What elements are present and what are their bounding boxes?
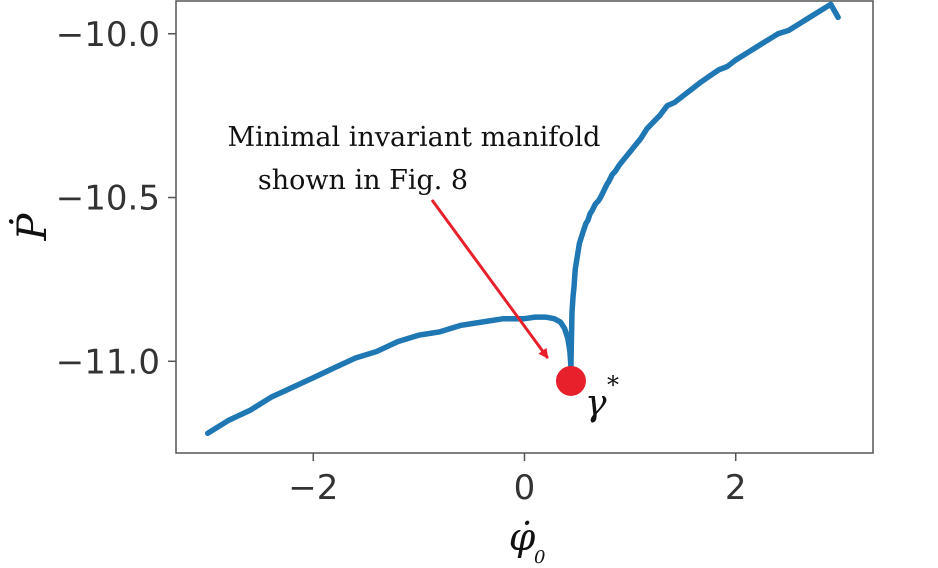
y-tick-label: −10.0 <box>56 15 160 55</box>
axis-labels: Ṗφ̇0 <box>9 212 545 568</box>
annotation-arrow <box>430 199 549 359</box>
y-axis-label: Ṗ <box>9 212 56 241</box>
gamma-star-superscript: * <box>607 371 619 399</box>
x-tick-label: 2 <box>725 468 747 508</box>
x-tick-label: 0 <box>514 468 536 508</box>
x-axis-label: φ̇ <box>509 515 536 559</box>
x-axis-ticks: −2 0 2 <box>288 453 747 508</box>
gamma-star-point <box>555 365 586 396</box>
series-line <box>204 1 841 437</box>
series-layer: γ * <box>204 1 841 437</box>
annotation-layer: Minimal invariant manifold shown in Fig. … <box>228 122 601 359</box>
gamma-star-label: γ <box>585 383 607 424</box>
y-tick-label: −10.5 <box>56 179 160 219</box>
y-axis-ticks: −10.0 −10.5 −11.0 <box>56 15 176 382</box>
annotation-line-1: Minimal invariant manifold <box>228 122 601 153</box>
annotation-line-2: shown in Fig. 8 <box>258 165 468 196</box>
x-tick-label: −2 <box>288 468 338 508</box>
y-tick-label: −11.0 <box>56 342 160 382</box>
plot-frame <box>175 0 874 454</box>
x-axis-label-subscript: 0 <box>534 547 545 568</box>
